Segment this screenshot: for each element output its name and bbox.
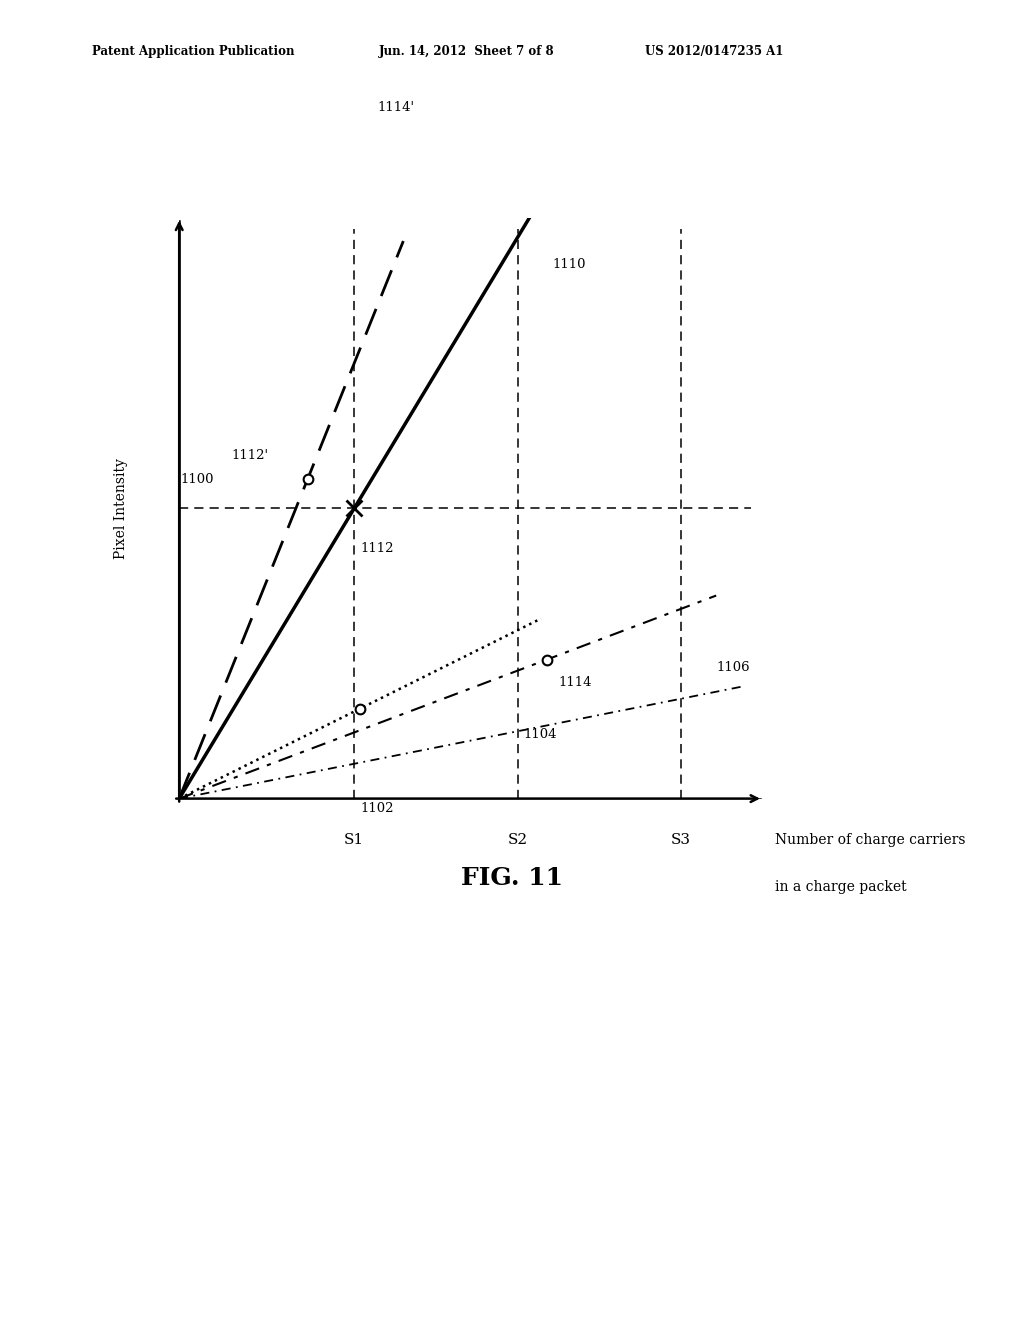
Text: US 2012/0147235 A1: US 2012/0147235 A1 (645, 45, 783, 58)
Text: 1114: 1114 (558, 676, 592, 689)
Text: 1114': 1114' (378, 100, 415, 114)
Text: 1112': 1112' (231, 449, 269, 462)
Text: FIG. 11: FIG. 11 (461, 866, 563, 890)
Text: 1100: 1100 (180, 473, 214, 486)
Text: Jun. 14, 2012  Sheet 7 of 8: Jun. 14, 2012 Sheet 7 of 8 (379, 45, 555, 58)
Text: S1: S1 (344, 833, 365, 847)
Text: 1112: 1112 (360, 543, 393, 556)
Text: 1104: 1104 (523, 727, 557, 741)
Text: S3: S3 (671, 833, 691, 847)
Text: Number of charge carriers: Number of charge carriers (774, 833, 965, 847)
Text: 1110: 1110 (553, 257, 587, 271)
Text: Patent Application Publication: Patent Application Publication (92, 45, 295, 58)
Text: 1106: 1106 (716, 661, 750, 675)
Text: 1102: 1102 (360, 801, 393, 814)
Text: S2: S2 (508, 833, 527, 847)
Text: Pixel Intensity: Pixel Intensity (114, 458, 128, 558)
Text: in a charge packet: in a charge packet (774, 880, 906, 894)
